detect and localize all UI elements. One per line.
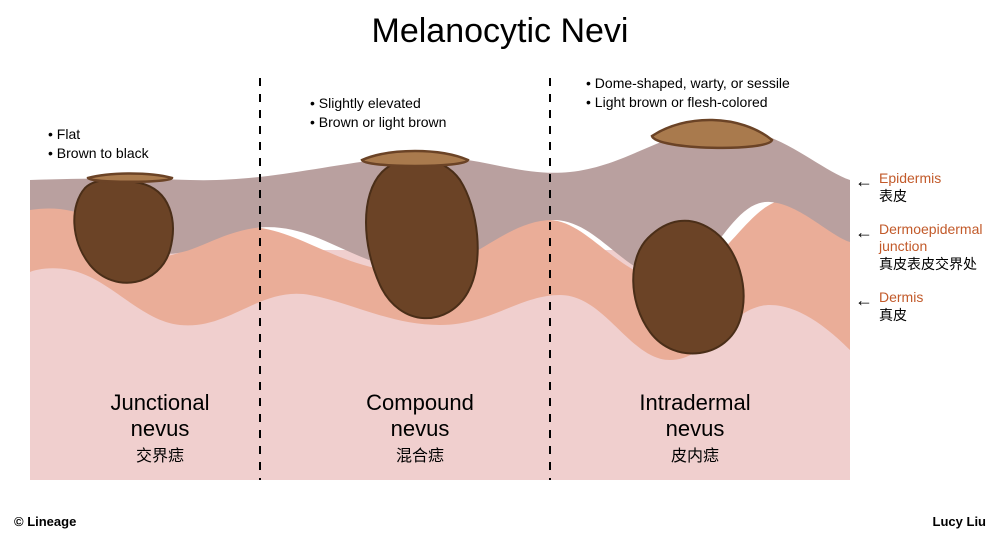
intradermal-surface-lesion [652,120,772,148]
compound-label: Compound nevus 混合痣 [350,390,490,466]
section-label-en-2: nevus [350,416,490,442]
junctional-label: Junctional nevus 交界痣 [90,390,230,466]
dermis-label-cn: 真皮 [879,306,923,324]
dermis-label-en: Dermis [879,289,923,306]
dej-label-row: ← Dermoepidermal junction 真皮表皮交界处 [855,221,995,273]
nevi-diagram: Flat Brown to black Slightly elevated Br… [30,70,850,490]
epidermis-label-en: Epidermis [879,170,941,187]
page-title: Melanocytic Nevi [0,0,1000,51]
epidermis-label-row: ← Epidermis 表皮 [855,170,995,205]
junctional-bullets: Flat Brown to black [48,125,149,163]
section-label-en-1: Junctional [90,390,230,416]
dej-label-cn: 真皮表皮交界处 [879,255,995,273]
bullet: Brown to black [48,144,149,163]
section-label-en-2: nevus [620,416,770,442]
arrow-left-icon: ← [855,221,873,241]
section-label-en-2: nevus [90,416,230,442]
arrow-left-icon: ← [855,289,873,309]
intradermal-label: Intradermal nevus 皮内痣 [620,390,770,466]
junctional-surface-lesion [88,174,172,182]
section-label-cn: 皮内痣 [620,447,770,466]
bullet: Flat [48,125,149,144]
epidermis-label-cn: 表皮 [879,187,941,205]
arrow-left-icon: ← [855,170,873,190]
bullet: Dome-shaped, warty, or sessile [586,74,790,93]
intradermal-bullets: Dome-shaped, warty, or sessile Light bro… [586,74,790,112]
section-label-cn: 交界痣 [90,447,230,466]
compound-bullets: Slightly elevated Brown or light brown [310,94,446,132]
dermis-label-row: ← Dermis 真皮 [855,289,995,324]
section-label-cn: 混合痣 [350,447,490,466]
bullet: Light brown or flesh-colored [586,93,790,112]
compound-surface-lesion [362,151,468,166]
footer-credit: Lucy Liu [933,514,986,529]
section-label-en-1: Intradermal [620,390,770,416]
section-label-en-1: Compound [350,390,490,416]
bullet: Brown or light brown [310,113,446,132]
layer-labels: ← Epidermis 表皮 ← Dermoepidermal junction… [855,170,995,340]
footer-copyright: © Lineage [14,514,76,529]
dej-label-en: Dermoepidermal junction [879,221,995,255]
bullet: Slightly elevated [310,94,446,113]
